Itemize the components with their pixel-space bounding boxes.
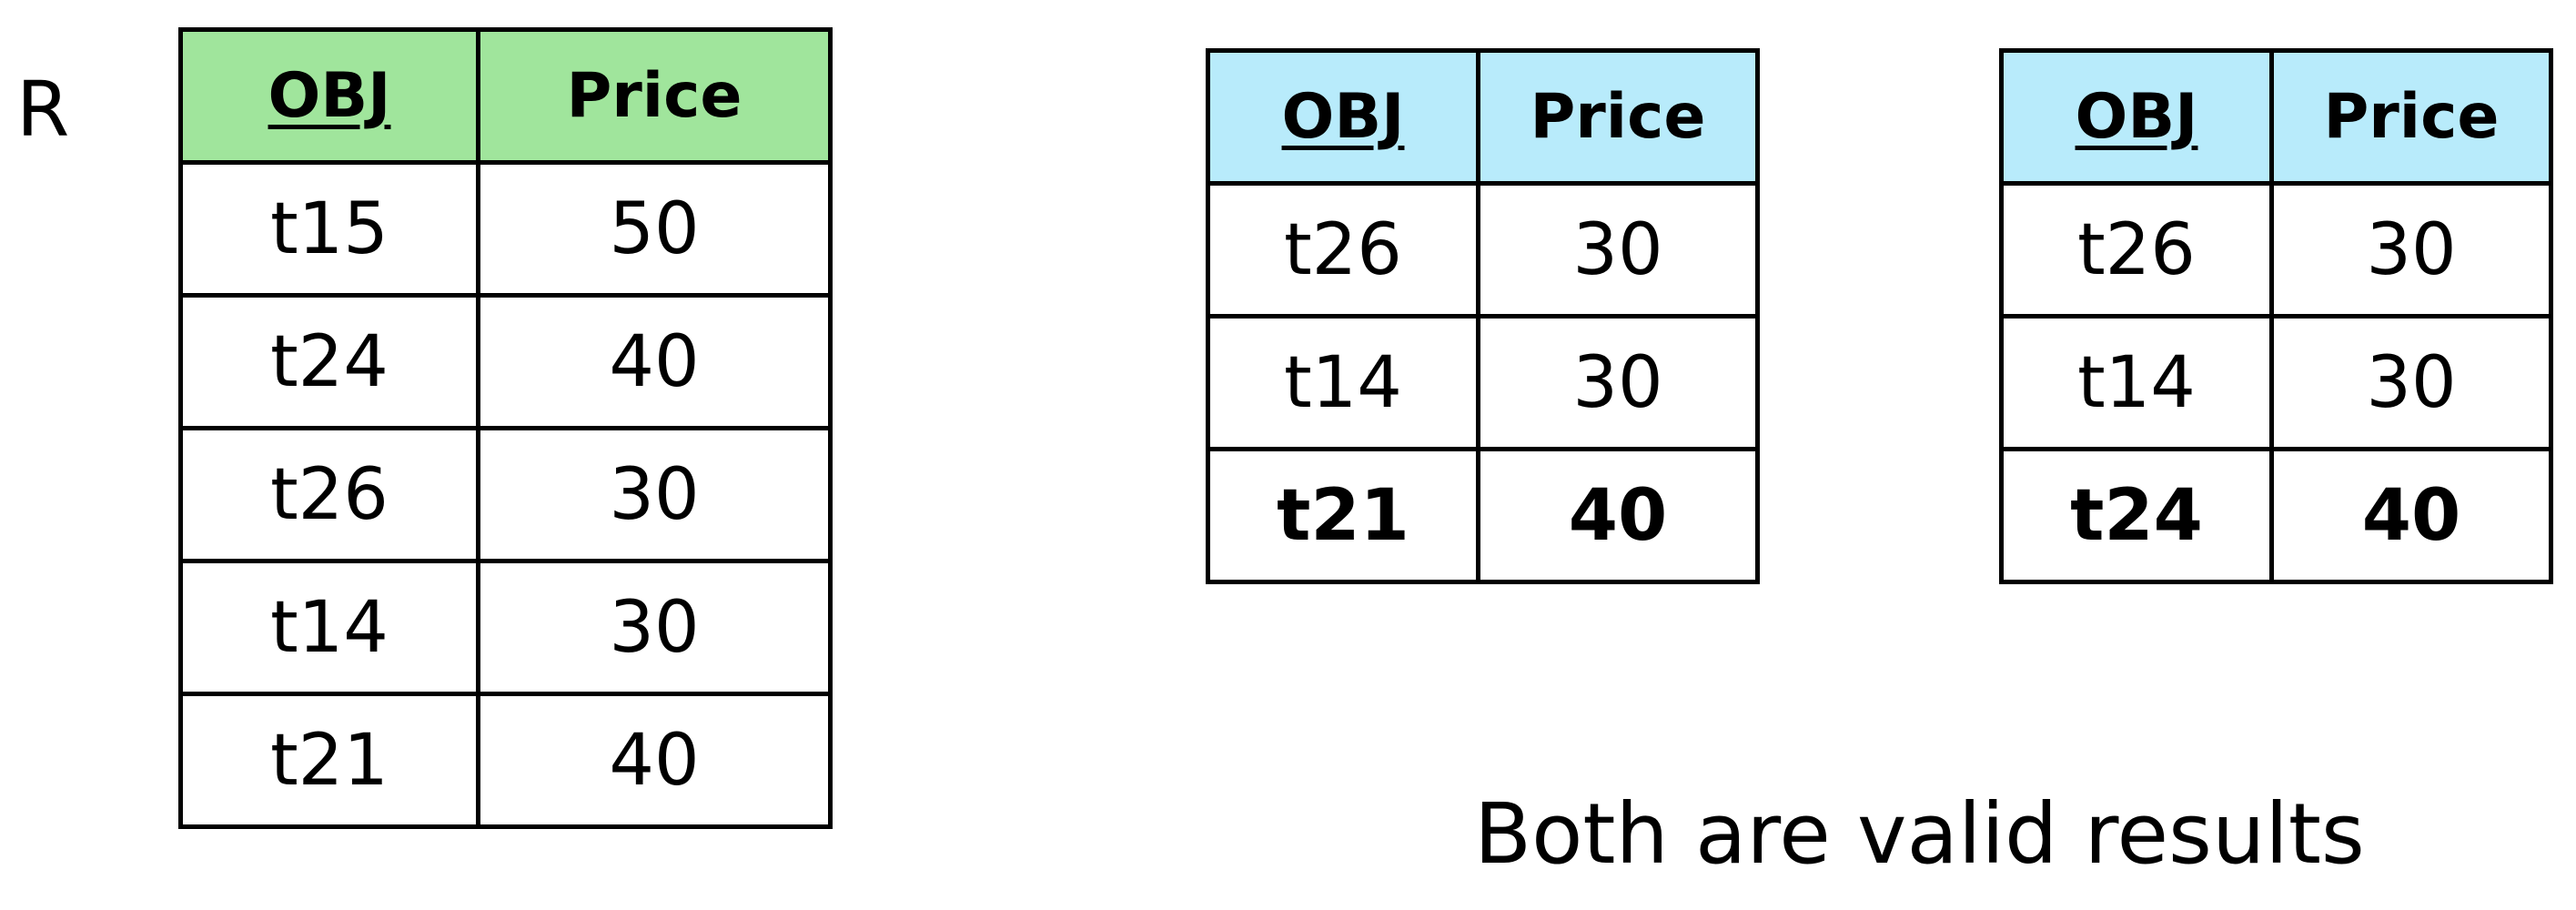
table-row: t14 30 bbox=[1206, 314, 1760, 451]
table-row-highlighted: t24 40 bbox=[1999, 447, 2553, 584]
header-obj-label: OBJ bbox=[2075, 81, 2198, 153]
table-row: t26 30 bbox=[1999, 181, 2553, 318]
result-table-2: OBJ Price t26 30 t14 30 t24 40 bbox=[1999, 48, 2553, 584]
header-price: Price bbox=[476, 27, 833, 165]
table-row-highlighted: t21 40 bbox=[1206, 447, 1760, 584]
cell-price: 30 bbox=[2269, 314, 2553, 451]
header-obj-label: OBJ bbox=[1281, 81, 1405, 153]
cell-price: 30 bbox=[2269, 181, 2553, 318]
cell-obj: t14 bbox=[1999, 314, 2274, 451]
header-price: Price bbox=[1476, 48, 1760, 186]
cell-obj: t21 bbox=[178, 692, 480, 829]
header-price: Price bbox=[2269, 48, 2553, 186]
cell-obj: t26 bbox=[178, 426, 480, 563]
cell-price: 30 bbox=[1476, 181, 1760, 318]
cell-price: 30 bbox=[476, 426, 833, 563]
table-row: t26 30 bbox=[1206, 181, 1760, 318]
cell-price: 40 bbox=[476, 692, 833, 829]
cell-price: 30 bbox=[476, 559, 833, 696]
relation-label: R bbox=[16, 65, 70, 154]
table-row: t26 30 bbox=[178, 426, 833, 563]
header-obj: OBJ bbox=[1206, 48, 1480, 186]
table-header-row: OBJ Price bbox=[1999, 48, 2553, 186]
header-obj-label: OBJ bbox=[268, 60, 391, 132]
cell-obj: t14 bbox=[178, 559, 480, 696]
cell-price: 40 bbox=[1476, 447, 1760, 584]
cell-obj: t26 bbox=[1999, 181, 2274, 318]
caption: Both are valid results bbox=[1474, 785, 2365, 883]
cell-obj: t26 bbox=[1206, 181, 1480, 318]
cell-obj: t24 bbox=[1999, 447, 2274, 584]
cell-obj: t21 bbox=[1206, 447, 1480, 584]
cell-price: 50 bbox=[476, 160, 833, 298]
cell-obj: t24 bbox=[178, 293, 480, 430]
table-header-row: OBJ Price bbox=[1206, 48, 1760, 186]
table-row: t15 50 bbox=[178, 160, 833, 298]
header-obj: OBJ bbox=[178, 27, 480, 165]
table-r: OBJ Price t15 50 t24 40 t26 30 t14 30 t2… bbox=[178, 27, 833, 829]
cell-obj: t14 bbox=[1206, 314, 1480, 451]
table-row: t14 30 bbox=[1999, 314, 2553, 451]
cell-price: 30 bbox=[1476, 314, 1760, 451]
table-header-row: OBJ Price bbox=[178, 27, 833, 165]
table-row: t14 30 bbox=[178, 559, 833, 696]
header-obj: OBJ bbox=[1999, 48, 2274, 186]
table-row: t21 40 bbox=[178, 692, 833, 829]
table-row: t24 40 bbox=[178, 293, 833, 430]
cell-obj: t15 bbox=[178, 160, 480, 298]
cell-price: 40 bbox=[476, 293, 833, 430]
cell-price: 40 bbox=[2269, 447, 2553, 584]
result-table-1: OBJ Price t26 30 t14 30 t21 40 bbox=[1206, 48, 1760, 584]
